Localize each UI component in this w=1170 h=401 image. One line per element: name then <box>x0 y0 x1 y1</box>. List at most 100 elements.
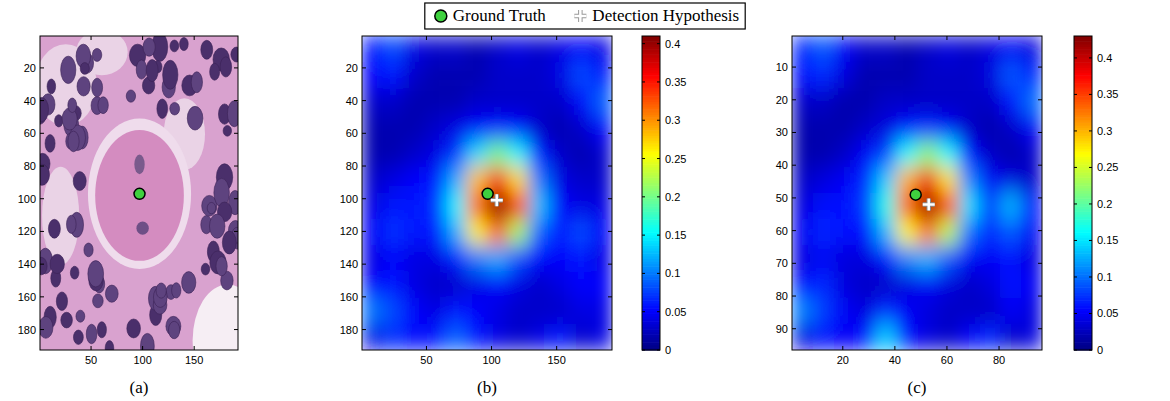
x-tick-label: 150 <box>185 354 203 366</box>
heatmap-cell <box>570 167 591 194</box>
plot-area <box>40 36 238 350</box>
heatmap-cell <box>896 141 917 168</box>
heatmap-cell <box>570 115 591 142</box>
heatmap-cell <box>813 167 834 194</box>
y-tick <box>608 100 612 101</box>
heatmap-cell <box>813 115 834 142</box>
nucleus <box>156 283 166 298</box>
heatmap-cell <box>570 62 591 89</box>
y-tick-label: 10 <box>776 61 788 73</box>
panel: 5010015020406080100120140160180(a) <box>18 29 263 397</box>
heatmap-cell <box>445 167 466 194</box>
heatmap-cell <box>487 245 508 272</box>
legend-label: Ground Truth <box>453 6 547 25</box>
heatmap-cell <box>959 219 980 246</box>
y-tick-label: 120 <box>340 225 358 237</box>
heatmap-cell <box>383 36 404 63</box>
colorbar-tick-label: 0.35 <box>665 76 686 88</box>
detection-cross <box>491 194 503 206</box>
heatmap-cell <box>938 324 959 350</box>
heatmap-cell <box>813 193 834 220</box>
nucleus <box>92 78 103 97</box>
heatmap-cell <box>959 298 980 325</box>
heatmap-cell <box>896 115 917 142</box>
heatmap-cell <box>404 88 425 115</box>
colorbar-tick-label: 0.3 <box>665 114 680 126</box>
nucleus <box>48 219 60 238</box>
heatmap-cell <box>425 141 446 168</box>
panel: 501001502040608010012014016018000.050.10… <box>340 36 687 397</box>
heatmap-cell <box>445 193 466 220</box>
x-tick-label: 100 <box>133 354 151 366</box>
y-tick <box>234 67 238 68</box>
x-tick-label: 100 <box>482 354 500 366</box>
y-tick <box>234 329 238 330</box>
heatmap-cell <box>404 193 425 220</box>
heatmap-cell <box>487 88 508 115</box>
y-tick-label: 20 <box>24 62 36 74</box>
colorbar-tick <box>1089 240 1092 241</box>
y-tick <box>362 296 366 297</box>
heatmap-cell <box>792 245 813 272</box>
heatmap-cell <box>792 141 813 168</box>
y-tick <box>608 296 612 297</box>
heatmap-cell <box>529 88 550 115</box>
heatmap-cell <box>917 62 938 89</box>
colorbar-tick <box>1074 130 1077 131</box>
y-tick-label: 90 <box>776 323 788 335</box>
heatmap-cell <box>570 272 591 299</box>
heatmap-cell <box>383 298 404 325</box>
heatmap-cell <box>362 141 383 168</box>
x-tick <box>946 346 947 350</box>
heatmap-cell <box>591 272 612 299</box>
heatmap-cell <box>570 88 591 115</box>
y-tick <box>608 198 612 199</box>
heatmap-cell <box>834 219 855 246</box>
heatmap-cell <box>1000 272 1021 299</box>
heatmap-cell <box>1000 115 1021 142</box>
heatmap-cell <box>938 245 959 272</box>
legend-marker <box>435 10 447 22</box>
colorbar-tick <box>1074 94 1077 95</box>
y-tick <box>40 264 44 265</box>
heatmap-cell <box>875 298 896 325</box>
heatmap-cell <box>570 219 591 246</box>
heatmap-cell <box>425 62 446 89</box>
heatmap-cell <box>855 272 876 299</box>
heatmap-cell <box>834 167 855 194</box>
colorbar-tick-label: 0.3 <box>1097 125 1112 137</box>
x-tick-label: 50 <box>85 354 97 366</box>
heatmap-cell <box>591 298 612 325</box>
heatmap-cell <box>792 115 813 142</box>
heatmap-cell <box>591 167 612 194</box>
heatmap-cell <box>466 324 487 350</box>
heatmap-cell <box>529 245 550 272</box>
nucleus <box>40 164 49 185</box>
nucleus <box>169 321 180 338</box>
heatmap-cell <box>959 193 980 220</box>
y-tick <box>40 133 44 134</box>
colorbar-tick-label: 0.2 <box>665 191 680 203</box>
heatmap-cell <box>425 219 446 246</box>
x-tick <box>426 36 427 40</box>
heatmap-cell <box>570 141 591 168</box>
heatmap-cell <box>938 298 959 325</box>
colorbar-frame <box>642 36 660 350</box>
nucleus <box>40 97 49 121</box>
y-tick <box>1038 197 1042 198</box>
colorbar-tick-label: 0 <box>1097 344 1103 356</box>
nucleus <box>220 57 231 77</box>
heatmap-cell <box>917 245 938 272</box>
x-tick <box>491 36 492 40</box>
heatmap-cell <box>445 245 466 272</box>
heatmap-cell <box>550 141 571 168</box>
heatmap-cell <box>834 88 855 115</box>
heatmap-cell <box>917 219 938 246</box>
nucleus <box>61 312 73 328</box>
heatmap-cell <box>591 115 612 142</box>
legend-marker-outline <box>574 10 586 22</box>
heatmap-cell <box>1000 167 1021 194</box>
heatmap-cell <box>1000 245 1021 272</box>
heatmap-cell <box>383 324 404 350</box>
nucleus <box>40 317 53 339</box>
